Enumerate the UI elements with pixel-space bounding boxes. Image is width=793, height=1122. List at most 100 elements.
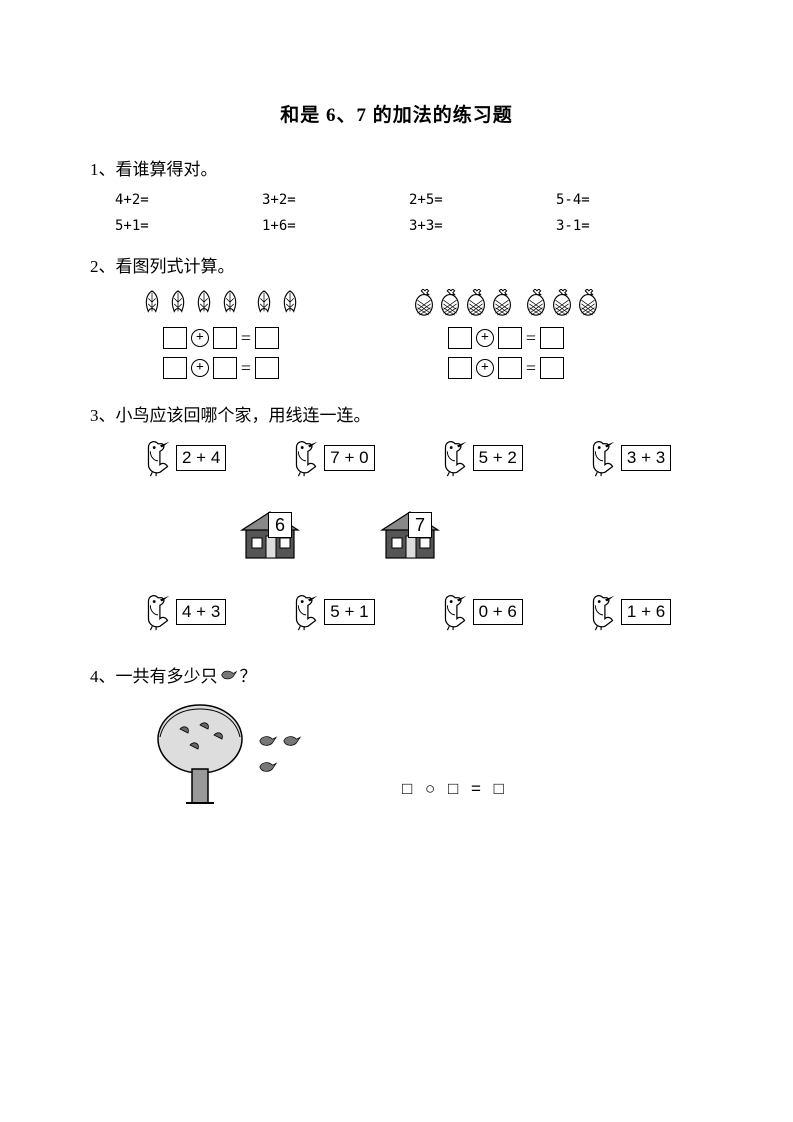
q2-container: + = + = + = + = (90, 289, 703, 383)
bird-item[interactable]: 5 + 1 (288, 592, 374, 632)
answer-box[interactable] (255, 327, 279, 349)
q2-heading: 2、看图列式计算。 (90, 252, 703, 277)
bird-icon (585, 592, 621, 632)
bird-item[interactable]: 5 + 2 (437, 438, 523, 478)
q3-container: 2 + 47 + 05 + 23 + 3 67 4 + 35 + 10 + 61… (90, 438, 703, 632)
q3-bottom-row: 4 + 3 5 + 1 0 + 6 1 + 6 (140, 592, 703, 632)
plus-icon: + (476, 329, 494, 347)
q4-image (150, 699, 302, 809)
answer-box[interactable] (213, 327, 237, 349)
q4-heading-suffix: ？ (240, 662, 257, 687)
bird-item[interactable]: 4 + 3 (140, 592, 226, 632)
bird-icon (282, 733, 302, 749)
q1-grid: 4+2= 3+2= 2+5= 5-4= 5+1= 1+6= 3+3= 3-1= (90, 192, 703, 234)
leaf-icon (166, 289, 190, 317)
q4-equation[interactable]: □ ○ □ = □ (402, 779, 508, 799)
house-number: 7 (408, 512, 432, 538)
pineapple-icon (464, 289, 488, 317)
q1-item: 4+2= (115, 192, 262, 208)
bird-icon (288, 592, 324, 632)
answer-box[interactable] (498, 327, 522, 349)
expression-box: 7 + 0 (324, 445, 374, 471)
answer-box[interactable] (448, 327, 472, 349)
answer-box[interactable] (540, 357, 564, 379)
plus-icon: + (191, 359, 209, 377)
bird-icon (437, 438, 473, 478)
expression-box: 2 + 4 (176, 445, 226, 471)
leaf-icon (192, 289, 216, 317)
equals-sign: = (526, 328, 536, 349)
pineapple-icon (576, 289, 600, 317)
equation-line: + = (163, 357, 279, 379)
q1-heading: 1、看谁算得对。 (90, 155, 703, 180)
answer-box[interactable] (498, 357, 522, 379)
pine-set-2 (524, 289, 600, 317)
answer-box[interactable] (540, 327, 564, 349)
page-title: 和是 6、7 的加法的练习题 (90, 100, 703, 127)
leaf-icon (140, 289, 164, 317)
q3-houses-row: 67 (140, 508, 703, 562)
expression-box: 1 + 6 (621, 599, 671, 625)
pineapple-icon (438, 289, 462, 317)
q1-item: 3-1= (556, 218, 703, 234)
q3-heading: 3、小鸟应该回哪个家，用线连一连。 (90, 401, 703, 426)
answer-box[interactable] (163, 327, 187, 349)
bird-item[interactable]: 1 + 6 (585, 592, 671, 632)
equation-line: + = (448, 357, 564, 379)
q4-heading: 4、一共有多少只 ？ (90, 662, 703, 687)
expression-box: 5 + 2 (473, 445, 523, 471)
expression-box: 5 + 1 (324, 599, 374, 625)
flying-birds (258, 733, 302, 775)
q2-group-1: + = + = (140, 289, 302, 383)
house-item[interactable]: 7 (380, 508, 440, 562)
q1-item: 3+2= (262, 192, 409, 208)
tree-icon (150, 699, 250, 809)
bird-icon (140, 438, 176, 478)
q2-group-2: + = + = (412, 289, 600, 383)
leaf-icon (218, 289, 242, 317)
pineapple-icon (490, 289, 514, 317)
pineapple-icon (524, 289, 548, 317)
leaf-set-2 (252, 289, 302, 317)
pineapple-icon (412, 289, 436, 317)
q4-container: □ ○ □ = □ (90, 699, 703, 809)
q4-heading-prefix: 4、一共有多少只 (90, 662, 218, 687)
equation-line: + = (163, 327, 279, 349)
equals-sign: = (241, 358, 251, 379)
bird-item[interactable]: 3 + 3 (585, 438, 671, 478)
equals-sign: = (241, 328, 251, 349)
q1-item: 5-4= (556, 192, 703, 208)
equation-line: + = (448, 327, 564, 349)
bird-icon (437, 592, 473, 632)
bird-icon (220, 667, 238, 683)
pine-set-1 (412, 289, 514, 317)
bird-icon (258, 733, 278, 749)
q3-top-row: 2 + 4 7 + 0 5 + 2 3 + 3 (140, 438, 703, 478)
bird-icon (585, 438, 621, 478)
plus-icon: + (476, 359, 494, 377)
bird-item[interactable]: 2 + 4 (140, 438, 226, 478)
q1-item: 3+3= (409, 218, 556, 234)
answer-box[interactable] (255, 357, 279, 379)
house-number: 6 (268, 512, 292, 538)
expression-box: 4 + 3 (176, 599, 226, 625)
house-item[interactable]: 6 (240, 508, 300, 562)
bird-icon (288, 438, 324, 478)
q1-item: 5+1= (115, 218, 262, 234)
bird-icon (258, 759, 278, 775)
q1-item: 2+5= (409, 192, 556, 208)
bird-item[interactable]: 7 + 0 (288, 438, 374, 478)
equals-sign: = (526, 358, 536, 379)
answer-box[interactable] (448, 357, 472, 379)
leaf-icon (252, 289, 276, 317)
leaf-set-1 (140, 289, 242, 317)
bird-icon (140, 592, 176, 632)
answer-box[interactable] (213, 357, 237, 379)
expression-box: 0 + 6 (473, 599, 523, 625)
answer-box[interactable] (163, 357, 187, 379)
q1-item: 1+6= (262, 218, 409, 234)
expression-box: 3 + 3 (621, 445, 671, 471)
leaf-icon (278, 289, 302, 317)
bird-item[interactable]: 0 + 6 (437, 592, 523, 632)
plus-icon: + (191, 329, 209, 347)
